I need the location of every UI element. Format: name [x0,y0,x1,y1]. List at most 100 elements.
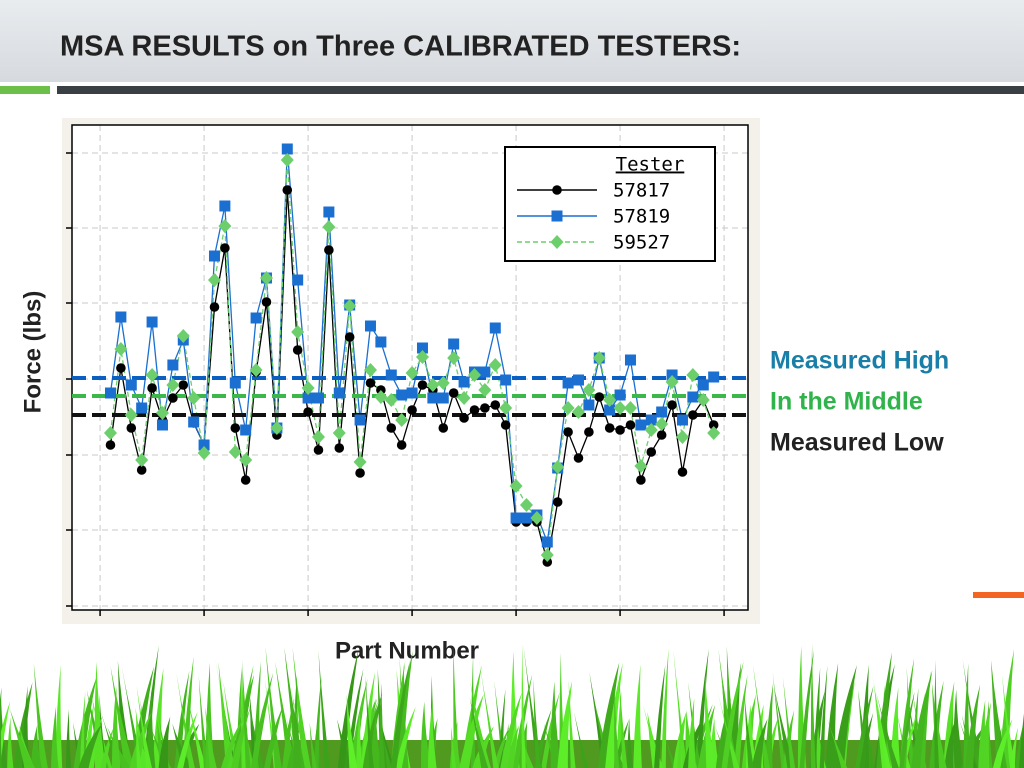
marker [292,345,303,355]
marker [136,402,148,414]
grass-blade [783,677,796,768]
header-rule [57,86,1024,94]
grass-blade [633,664,642,768]
marker [510,512,522,524]
grass-blade [890,687,901,768]
legend-box [504,146,716,262]
grass-blade [420,701,431,768]
marker [116,363,126,373]
marker [198,439,210,451]
grass-blade [362,693,383,768]
grass-blade [135,707,149,768]
marker [136,465,147,475]
grass-blade [978,699,988,768]
marker [561,401,575,415]
grass-blade [855,685,874,768]
marker [459,413,469,423]
marker [469,405,480,415]
grass-blade [618,671,628,768]
grass-blade [517,725,534,768]
marker [115,311,127,323]
marker [322,220,336,234]
marker [707,426,721,440]
grass-blade [899,691,915,768]
marker [656,430,667,440]
x-axis-label: Part Number [335,637,479,664]
grass-blade [598,662,620,768]
marker [437,392,449,404]
marker [541,536,553,548]
grass-blade [833,665,857,768]
grass-blade [33,662,48,768]
grass-blade [129,712,152,768]
legend-title: Tester [616,154,685,176]
marker [240,424,252,436]
marker [562,377,574,389]
grass [0,643,1024,768]
grass-blade [205,707,217,768]
marker [167,359,179,371]
grass-blade [521,644,526,768]
grass-blade [356,711,363,768]
grass-blade [110,666,135,768]
marker [384,393,398,407]
grass-blade [533,678,541,768]
marker [563,427,573,437]
grass-blade [899,658,915,768]
grass-blade [240,666,251,768]
marker [646,447,657,457]
marker [634,459,648,473]
marker [313,445,324,455]
marker [645,414,657,426]
marker [385,369,397,381]
grass-blade [157,719,169,768]
marker [229,377,241,389]
marker [178,380,189,390]
marker [146,316,158,328]
marker [636,475,646,485]
marker [438,423,449,433]
marker [220,243,230,253]
grass-blade [379,683,386,768]
grass-blade [365,675,374,768]
marker [166,378,180,392]
marker [147,383,157,393]
grass-blade [451,726,457,768]
marker [417,380,428,390]
grass-blade [647,711,664,768]
marker [677,467,688,477]
marker [655,417,669,431]
grass-blade [221,717,244,768]
marker [168,393,178,403]
marker [197,446,211,460]
grass-blade [568,679,576,768]
marker [249,363,263,377]
marker [343,299,357,313]
grass-blade [251,672,274,768]
marker [375,336,387,348]
marker [396,389,408,401]
grass-blade [819,665,828,768]
grass-blade [557,680,573,768]
marker [228,445,242,459]
marker [303,407,313,417]
grass-blade [965,684,981,768]
grass-blade [991,660,1008,768]
grass-blade [100,726,115,768]
grass-blade [688,697,696,768]
marker [209,302,220,312]
marker [624,354,636,366]
grass-blade [566,725,575,768]
marker [334,443,345,453]
marker [458,376,470,388]
grass-blade [7,716,14,768]
marker [676,414,688,426]
marker [156,419,168,431]
grass-blade [337,649,359,768]
orange-accent [973,592,1024,598]
marker [447,351,461,365]
header-accent [0,86,50,94]
grass-blade [751,718,768,768]
grass-blade [79,692,86,768]
grass-blade [459,694,484,768]
